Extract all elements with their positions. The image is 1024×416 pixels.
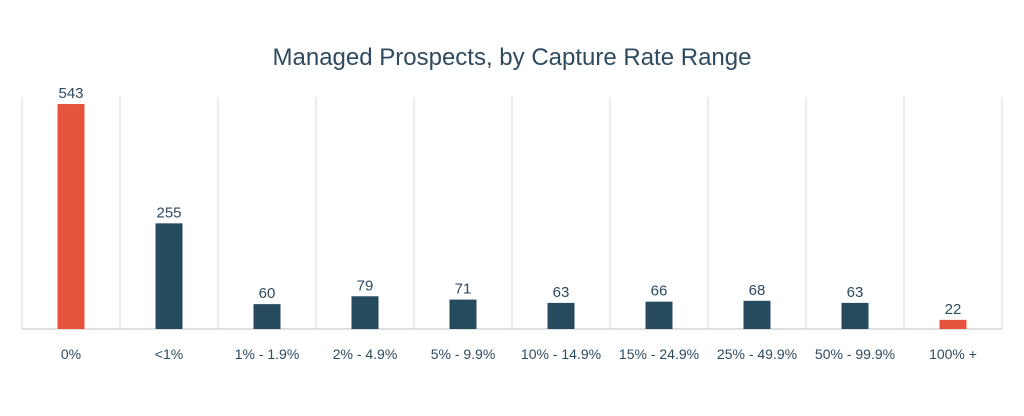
- data-label: 63: [847, 284, 864, 301]
- data-label: 543: [58, 85, 83, 102]
- x-tick-label: 25% - 49.9%: [717, 346, 797, 362]
- bar: [841, 302, 869, 329]
- chart-title: Managed Prospects, by Capture Rate Range: [272, 44, 752, 71]
- bar: [645, 301, 673, 329]
- bar: [449, 299, 477, 329]
- bar: [253, 304, 281, 329]
- bar: [743, 300, 771, 329]
- bar: [547, 302, 575, 329]
- data-label: 60: [259, 285, 276, 302]
- data-label: 63: [553, 284, 570, 301]
- bar: [939, 319, 967, 329]
- x-tick-label: 100% +: [929, 346, 977, 362]
- bar: [57, 104, 85, 330]
- data-label: 66: [651, 283, 668, 300]
- x-tick-label: <1%: [155, 346, 183, 362]
- data-label: 71: [455, 281, 472, 298]
- x-tick-label: 1% - 1.9%: [235, 346, 300, 362]
- x-tick-label: 5% - 9.9%: [431, 346, 496, 362]
- x-tick-label: 0%: [61, 346, 81, 362]
- x-tick-label: 2% - 4.9%: [333, 346, 398, 362]
- x-tick-label: 15% - 24.9%: [619, 346, 699, 362]
- x-tick-label: 50% - 99.9%: [815, 346, 895, 362]
- data-label: 79: [357, 277, 374, 294]
- bar: [351, 296, 379, 329]
- bar: [155, 223, 183, 329]
- data-label: 255: [156, 204, 181, 221]
- x-tick-label: 10% - 14.9%: [521, 346, 601, 362]
- data-label: 68: [749, 282, 766, 299]
- data-label: 22: [945, 301, 962, 318]
